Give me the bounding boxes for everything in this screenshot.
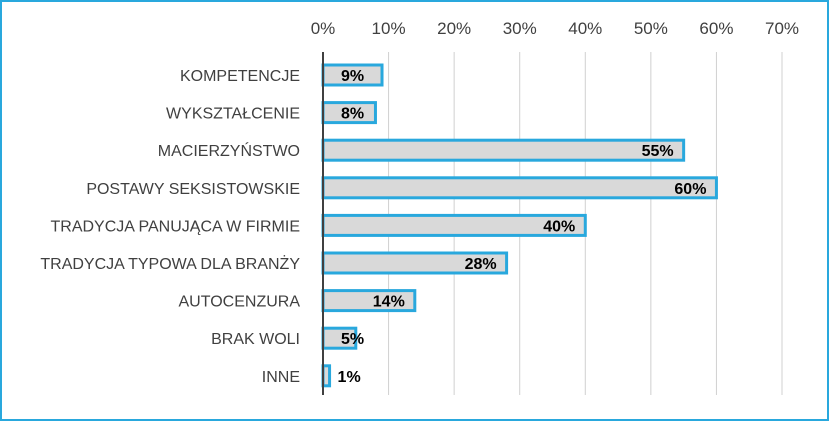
gridlines: [388, 52, 783, 395]
category-label: BRAK WOLI: [211, 331, 300, 348]
x-tick-label: 50%: [634, 19, 668, 38]
category-label: TRADYCJA PANUJĄCA W FIRMIE: [50, 218, 300, 235]
category-labels: KOMPETENCJE WYKSZTAŁCENIE MACIERZYŃSTWO POS…: [40, 68, 300, 386]
data-label: 28%: [465, 256, 497, 273]
data-label: 5%: [341, 331, 364, 348]
data-label: 55%: [642, 143, 674, 160]
data-labels: 9% 8% 55% 60% 40% 28% 14% 5% 1%: [338, 68, 707, 386]
x-tick-label: 10%: [372, 19, 406, 38]
x-tick-label: 60%: [699, 19, 733, 38]
bar: [321, 138, 686, 162]
x-tick-label: 40%: [568, 19, 602, 38]
data-label: 8%: [341, 106, 364, 123]
x-tick-label: 20%: [437, 19, 471, 38]
data-label: 1%: [338, 369, 361, 386]
x-tick-label: 0%: [311, 19, 336, 38]
data-label: 14%: [373, 294, 405, 311]
bar: [321, 176, 718, 200]
category-label: MACIERZYŃSTWO: [158, 141, 300, 160]
data-label: 60%: [674, 181, 706, 198]
category-label: AUTOCENZURA: [179, 294, 301, 311]
category-label: WYKSZTAŁCENIE: [166, 106, 300, 123]
data-label: 40%: [543, 218, 575, 235]
x-tick-label: 70%: [765, 19, 799, 38]
data-label: 9%: [341, 68, 364, 85]
category-label: TRADYCJA TYPOWA DLA BRANŻY: [40, 254, 300, 273]
x-tick-label: 30%: [503, 19, 537, 38]
category-label: INNE: [262, 369, 300, 386]
category-label: POSTAWY SEKSISTOWSKIE: [86, 181, 300, 198]
bars: [321, 63, 718, 388]
x-tick-labels: 0% 10% 20% 30% 40% 50% 60% 70%: [311, 19, 799, 38]
category-label: KOMPETENCJE: [180, 68, 300, 85]
